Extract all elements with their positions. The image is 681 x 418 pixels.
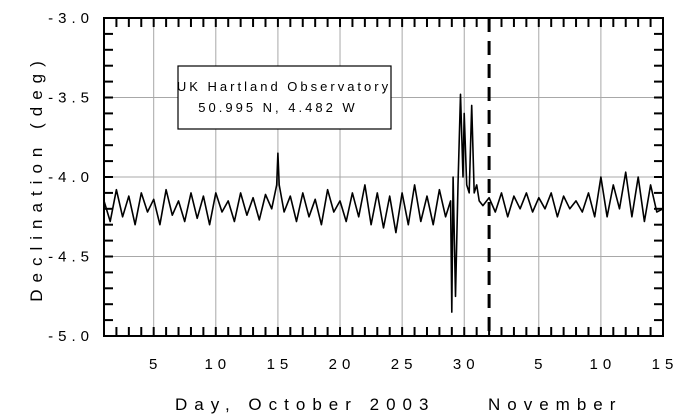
y-tick-label: -3.0 — [48, 10, 94, 27]
x-tick-label: 15 — [652, 356, 679, 373]
x-tick-label: 10 — [204, 356, 231, 373]
x-tick-label: 15 — [267, 356, 294, 373]
y-axis-label: Declination (deg) — [27, 54, 46, 302]
series-line — [103, 93, 664, 313]
x-tick-label: 30 — [453, 356, 480, 373]
annotation-line-2: 50.995 N, 4.482 W — [198, 100, 357, 115]
x-axis-label-november: November — [488, 395, 622, 414]
annotation-box: UK Hartland Observatory 50.995 N, 4.482 … — [177, 65, 392, 130]
y-tick-label: -4.0 — [48, 169, 94, 186]
y-tick-labels: -3.0 -3.5 -4.0 -4.5 -5.0 — [48, 10, 94, 345]
x-axis-label-october: Day, October 2003 — [175, 395, 435, 414]
y-tick-label: -4.5 — [48, 249, 94, 266]
x-tick-labels: 5 10 15 20 25 30 5 10 15 — [149, 356, 679, 373]
annotation-line-1: UK Hartland Observatory — [177, 79, 391, 94]
x-tick-label: 20 — [329, 356, 356, 373]
plot-frame — [103, 17, 664, 337]
series — [103, 93, 664, 313]
y-tick-label: -3.5 — [48, 90, 94, 107]
annotation-frame — [177, 65, 392, 130]
x-tick-label: 25 — [391, 356, 418, 373]
x-tick-label: 5 — [534, 356, 547, 373]
x-tick-label: 10 — [590, 356, 617, 373]
x-tick-label: 5 — [149, 356, 162, 373]
y-tick-label: -5.0 — [48, 328, 94, 345]
